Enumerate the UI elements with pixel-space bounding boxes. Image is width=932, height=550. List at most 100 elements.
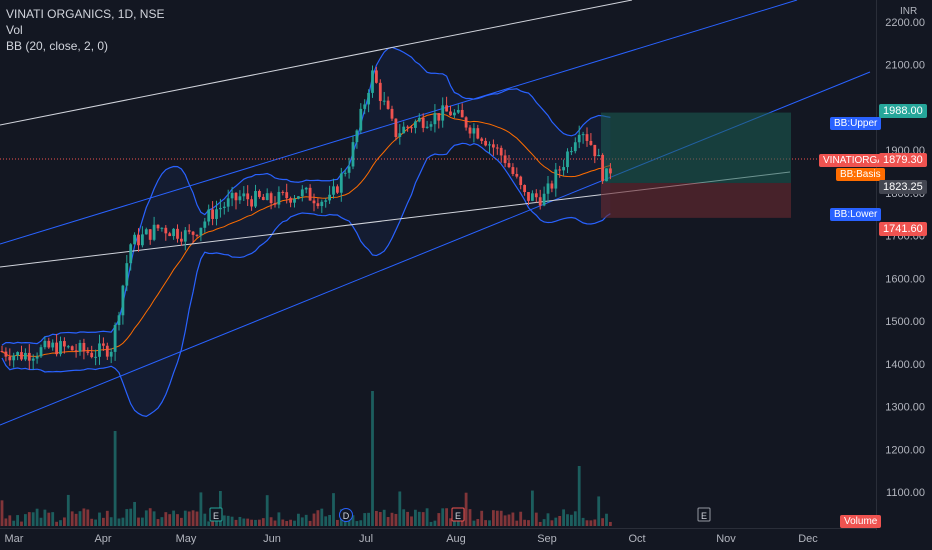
candlesticks xyxy=(0,65,612,370)
event-marker-label: E xyxy=(213,511,219,521)
candle-body xyxy=(219,207,222,210)
candle-body xyxy=(86,351,90,353)
symbol-title[interactable]: VINATI ORGANICS, 1D, NSE xyxy=(6,7,165,21)
volume-bar xyxy=(180,517,183,526)
candle-body xyxy=(328,194,331,201)
candle-body xyxy=(414,121,417,128)
candle-body xyxy=(375,70,378,83)
position-target-zone[interactable] xyxy=(601,112,791,183)
candle-body xyxy=(211,209,214,219)
time-tick-label: Jun xyxy=(263,533,281,545)
volume-bar xyxy=(472,520,476,526)
candle-body xyxy=(0,351,4,352)
earnings-marker-icon[interactable] xyxy=(209,507,223,522)
time-tick-label: Apr xyxy=(94,533,111,545)
volume-bar xyxy=(222,515,226,526)
candle-body xyxy=(339,173,343,193)
earnings-marker-icon[interactable] xyxy=(697,507,711,522)
volume-bar xyxy=(129,508,133,526)
candle-body xyxy=(261,196,265,201)
candle-body xyxy=(66,346,70,348)
candle-body xyxy=(531,193,534,201)
volume-bar xyxy=(585,520,589,526)
candle-body xyxy=(398,133,402,138)
candle-body xyxy=(453,112,456,116)
volume-bar xyxy=(20,521,23,526)
volume-bar xyxy=(172,510,175,526)
candle-body xyxy=(180,238,183,242)
volume-bar xyxy=(605,513,608,526)
candle-body xyxy=(503,155,507,164)
candle-body xyxy=(187,230,191,232)
currency-label: INR xyxy=(900,6,918,17)
time-axis[interactable]: Mar Apr May Jun Jul Aug Sep Oct Nov Dec xyxy=(5,533,819,545)
candle-body xyxy=(230,192,234,199)
candle-body xyxy=(507,163,511,168)
volume-bar xyxy=(300,517,304,526)
volume-bar xyxy=(375,510,378,526)
position-stop-zone[interactable] xyxy=(601,182,791,218)
time-tick-label: Mar xyxy=(5,533,24,545)
volume-bar xyxy=(78,511,82,526)
volume-bar xyxy=(230,516,234,526)
volume-label: Volume xyxy=(840,515,882,528)
volume-bar xyxy=(187,511,191,526)
volume-bar xyxy=(176,514,179,526)
candle-body xyxy=(445,105,448,112)
last-price-value: 1879.30 xyxy=(879,153,927,167)
volume-bar xyxy=(570,514,573,526)
candle-body xyxy=(258,191,261,197)
long-position-tool[interactable] xyxy=(601,112,791,218)
volume-bar xyxy=(277,512,281,526)
candle-body xyxy=(82,342,86,352)
candle-body xyxy=(394,118,398,138)
volume-bar xyxy=(363,513,367,526)
volume-bar xyxy=(527,520,530,526)
volume-indicator-label[interactable]: Vol xyxy=(6,23,23,37)
volume-bar xyxy=(281,519,285,526)
candle-body xyxy=(160,227,164,229)
volume-bar xyxy=(258,519,261,526)
bb-basis-label: BB:Basis xyxy=(836,168,885,181)
bb-lower-value: 1741.60 xyxy=(879,222,927,236)
volume-bar xyxy=(261,518,265,526)
candle-body xyxy=(460,109,464,118)
candle-body xyxy=(144,229,148,235)
candle-body xyxy=(515,173,519,177)
volume-bar xyxy=(351,515,355,526)
upper-trendline[interactable] xyxy=(0,0,633,126)
volume-bar xyxy=(417,511,421,526)
channel-upper-line[interactable] xyxy=(0,0,798,245)
volume-bar xyxy=(148,508,152,526)
candle-body xyxy=(273,203,277,205)
volume-bar xyxy=(601,518,604,526)
volume-bar xyxy=(43,509,47,526)
candle-body xyxy=(480,138,484,141)
candle-body xyxy=(94,356,97,358)
volume-bar xyxy=(328,514,331,526)
volume-bar xyxy=(113,431,117,526)
candle-body xyxy=(4,351,8,357)
candle-body xyxy=(546,183,550,194)
volume-bar xyxy=(320,508,324,526)
bollinger-indicator-label[interactable]: BB (20, close, 2, 0) xyxy=(6,39,109,53)
candle-body xyxy=(27,352,31,361)
dividend-marker-icon[interactable] xyxy=(339,508,353,522)
candle-body xyxy=(300,189,304,197)
volume-bar xyxy=(609,521,612,526)
volume-bar xyxy=(445,508,448,526)
candle-body xyxy=(542,193,546,206)
event-marker-label: E xyxy=(701,511,707,521)
candle-body xyxy=(129,244,133,264)
volume-bar xyxy=(269,517,273,526)
earnings-marker-icon[interactable] xyxy=(451,507,465,522)
volume-bar xyxy=(168,514,172,526)
volume-bar xyxy=(195,511,199,526)
volume-bar xyxy=(390,512,394,526)
volume-bar xyxy=(59,520,62,526)
candle-body xyxy=(12,355,16,361)
volume-bar xyxy=(378,512,382,526)
candle-body xyxy=(203,221,207,228)
